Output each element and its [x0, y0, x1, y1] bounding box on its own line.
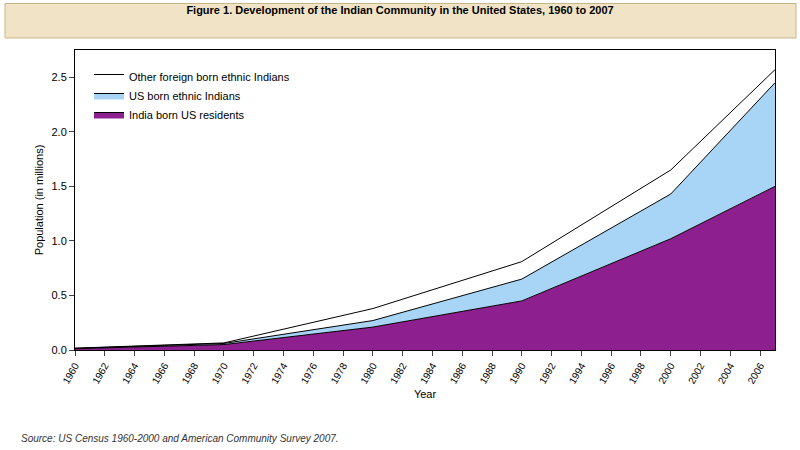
svg-text:1970: 1970 — [209, 361, 230, 386]
svg-text:1986: 1986 — [448, 361, 469, 386]
svg-text:1960: 1960 — [60, 361, 81, 386]
svg-text:1966: 1966 — [150, 361, 171, 386]
svg-text:1974: 1974 — [269, 361, 290, 386]
svg-text:1980: 1980 — [358, 361, 379, 386]
svg-text:1968: 1968 — [180, 361, 201, 386]
svg-text:2.0: 2.0 — [52, 126, 67, 138]
svg-text:2006: 2006 — [746, 361, 767, 386]
svg-text:1972: 1972 — [239, 361, 260, 386]
svg-text:1.5: 1.5 — [52, 180, 67, 192]
svg-text:1984: 1984 — [418, 361, 439, 386]
svg-text:1988: 1988 — [477, 361, 498, 386]
svg-text:Other foreign born ethnic Indi: Other foreign born ethnic Indians — [129, 71, 290, 83]
svg-text:1962: 1962 — [90, 361, 111, 386]
svg-text:1978: 1978 — [329, 361, 350, 386]
svg-text:0.0: 0.0 — [52, 344, 67, 356]
svg-text:Population (in millions): Population (in millions) — [33, 145, 45, 256]
svg-text:India born US residents: India born US residents — [129, 109, 244, 121]
svg-text:2004: 2004 — [716, 361, 737, 386]
svg-text:1996: 1996 — [597, 361, 618, 386]
svg-text:2002: 2002 — [686, 361, 707, 386]
svg-text:2000: 2000 — [656, 361, 677, 386]
svg-text:1.0: 1.0 — [52, 235, 67, 247]
svg-text:Year: Year — [414, 388, 437, 400]
svg-text:1982: 1982 — [388, 361, 409, 386]
svg-text:1998: 1998 — [626, 361, 647, 386]
svg-text:Source: US Census 1960-2000 an: Source: US Census 1960-2000 and American… — [21, 433, 339, 444]
svg-text:0.5: 0.5 — [52, 289, 67, 301]
svg-text:US born ethnic Indians: US born ethnic Indians — [129, 90, 241, 102]
svg-text:1994: 1994 — [567, 361, 588, 386]
svg-text:1990: 1990 — [507, 361, 528, 386]
svg-text:1992: 1992 — [537, 361, 558, 386]
svg-text:2.5: 2.5 — [52, 71, 67, 83]
svg-text:1976: 1976 — [299, 361, 320, 386]
svg-text:Figure 1. Development of the I: Figure 1. Development of the Indian Comm… — [186, 4, 613, 16]
svg-text:1964: 1964 — [120, 361, 141, 386]
